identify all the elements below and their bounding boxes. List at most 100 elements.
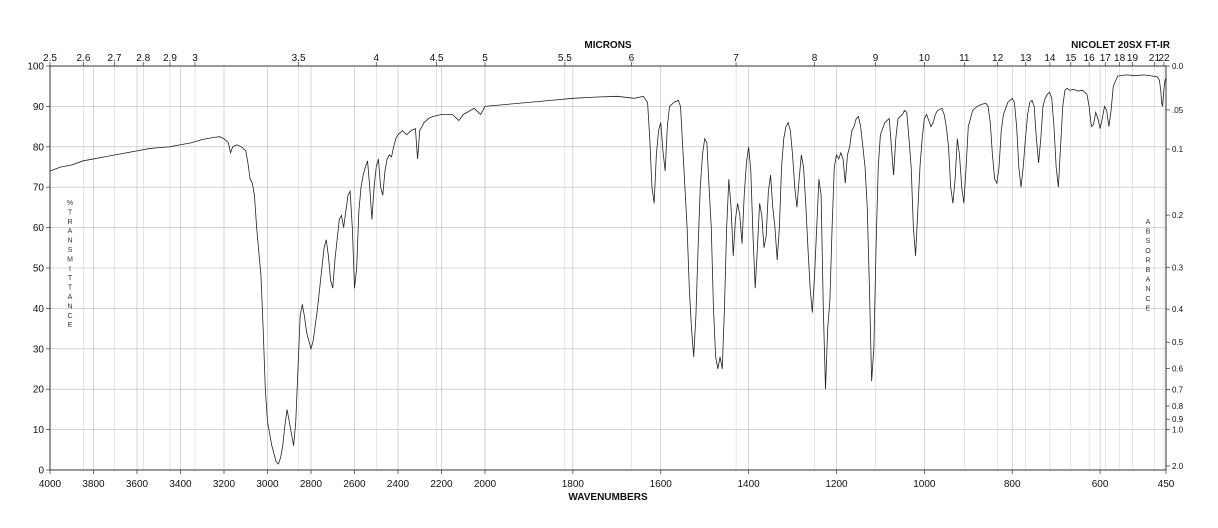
left-tick-label: 40	[33, 304, 45, 315]
left-tick-label: 20	[33, 385, 45, 396]
axis-title-letter: T	[68, 275, 73, 282]
right-tick-label: 0.3	[1172, 264, 1184, 273]
top-tick-label: 2.6	[77, 53, 91, 64]
bottom-tick-label: 1600	[650, 479, 673, 490]
right-tick-label: 2.0	[1172, 462, 1184, 471]
top-axis-title: MICRONS	[584, 40, 632, 51]
top-tick-label: 3.5	[292, 53, 306, 64]
axis-title-letter: C	[1145, 296, 1150, 303]
top-tick-label: 7	[733, 53, 739, 64]
top-tick-label: 4	[373, 53, 379, 64]
axis-title-letter: A	[1146, 219, 1151, 226]
top-tick-label: 18	[1114, 53, 1126, 64]
top-tick-label: 4.5	[430, 53, 444, 64]
bottom-tick-label: 2400	[387, 479, 410, 490]
top-tick-label: 9	[873, 53, 879, 64]
axis-title-letter: R	[1145, 257, 1150, 264]
right-tick-label: 0.2	[1172, 211, 1184, 220]
right-tick-label: 0.4	[1172, 305, 1184, 314]
left-axis: 0 10 20 30 40 50 60 70 80 90 100	[27, 62, 50, 477]
bottom-tick-label: 1400	[737, 479, 760, 490]
axis-title-letter: R	[67, 219, 72, 226]
top-tick-label: 14	[1044, 53, 1056, 64]
bottom-tick-label: 2000	[474, 479, 497, 490]
left-tick-label: 90	[33, 102, 45, 113]
axis-title-letter: B	[1146, 267, 1151, 274]
axis-title-letter: E	[1146, 305, 1151, 312]
axis-title-letter: S	[1146, 238, 1151, 245]
top-tick-label: 17	[1100, 53, 1112, 64]
top-tick-label: 19	[1127, 53, 1139, 64]
bottom-tick-label: 2600	[343, 479, 366, 490]
top-tick-label: 13	[1020, 53, 1032, 64]
top-tick-label: 5	[482, 53, 488, 64]
right-axis: 0.0 .05 0.1 0.2 0.3 0.4 0.5 0.6 0.7 0.8 0.9 1.0 2.0	[1166, 62, 1184, 471]
right-tick-label: 0.1	[1172, 145, 1184, 154]
right-tick-label: 1.0	[1172, 426, 1184, 435]
top-tick-label: 6	[629, 53, 635, 64]
axis-title-letter: E	[68, 322, 73, 329]
axis-title-letter: A	[68, 294, 73, 301]
right-tick-label: .05	[1172, 106, 1184, 115]
top-tick-label: 8	[812, 53, 818, 64]
top-tick-label: 11	[959, 53, 970, 64]
axis-title-letter: C	[67, 313, 72, 320]
top-tick-label: 2.5	[43, 53, 57, 64]
bottom-tick-label: 3800	[82, 479, 105, 490]
left-tick-label: 10	[33, 425, 45, 436]
top-axis: 2.5 2.6 2.7 2.8 2.9 3 3.5 4 4.5 5 5.5 6 7 8 9 10 11 12 13 1…	[43, 53, 1170, 66]
bottom-tick-label: 600	[1092, 479, 1109, 490]
top-tick-label: 2.7	[107, 53, 121, 64]
bottom-axis-title: WAVENUMBERS	[568, 492, 648, 503]
top-tick-label: 21	[1149, 53, 1161, 64]
top-tick-label: 2.9	[163, 53, 177, 64]
axis-title-letter: I	[69, 266, 71, 273]
bottom-tick-label: 3600	[126, 479, 149, 490]
top-tick-label: 10	[919, 53, 931, 64]
right-tick-label: 0.0	[1172, 62, 1184, 71]
top-tick-label: 3	[192, 53, 198, 64]
axis-title-letter: O	[1145, 248, 1151, 255]
left-tick-label: 50	[33, 264, 45, 275]
axis-title-letter: T	[68, 209, 73, 216]
bottom-tick-label: 3400	[169, 479, 192, 490]
right-tick-label: 0.5	[1172, 338, 1184, 347]
axis-title-letter: N	[67, 303, 72, 310]
instrument-label: NICOLET 20SX FT-IR	[1071, 40, 1171, 51]
top-tick-label: 16	[1084, 53, 1096, 64]
left-tick-label: 60	[33, 223, 45, 234]
axis-title-letter: B	[1146, 229, 1151, 236]
bottom-axis: 4000 3800 3600 3400 3200 3000 2800 2600 2400 2200…	[39, 470, 1175, 490]
axis-title-letter: %	[67, 200, 73, 207]
bottom-tick-label: 450	[1158, 479, 1175, 490]
bottom-tick-label: 1200	[825, 479, 848, 490]
bottom-tick-label: 2200	[430, 479, 453, 490]
bottom-tick-label: 2800	[300, 479, 323, 490]
left-tick-label: 70	[33, 183, 45, 194]
top-tick-label: 2.8	[136, 53, 150, 64]
axis-title-letter: A	[68, 228, 73, 235]
top-tick-label: 15	[1065, 53, 1077, 64]
top-tick-label: 5.5	[558, 53, 572, 64]
bottom-tick-label: 1000	[913, 479, 936, 490]
bottom-tick-label: 3200	[213, 479, 236, 490]
bottom-tick-label: 1800	[562, 479, 585, 490]
right-tick-label: 0.9	[1172, 415, 1184, 424]
left-tick-label: 30	[33, 344, 45, 355]
axis-title-letter: S	[68, 247, 73, 254]
left-tick-label: 0	[38, 466, 44, 477]
top-tick-label: 12	[992, 53, 1004, 64]
bottom-tick-label: 3000	[256, 479, 279, 490]
right-tick-label: 0.6	[1172, 365, 1184, 374]
left-tick-label: 80	[33, 142, 45, 153]
top-tick-label: 22	[1158, 53, 1170, 64]
axis-title-letter: T	[68, 285, 73, 292]
axis-title-letter: N	[1145, 286, 1150, 293]
axis-title-letter: A	[1146, 277, 1151, 284]
spectrum-line	[49, 74, 1167, 465]
axis-title-letter: N	[67, 238, 72, 245]
